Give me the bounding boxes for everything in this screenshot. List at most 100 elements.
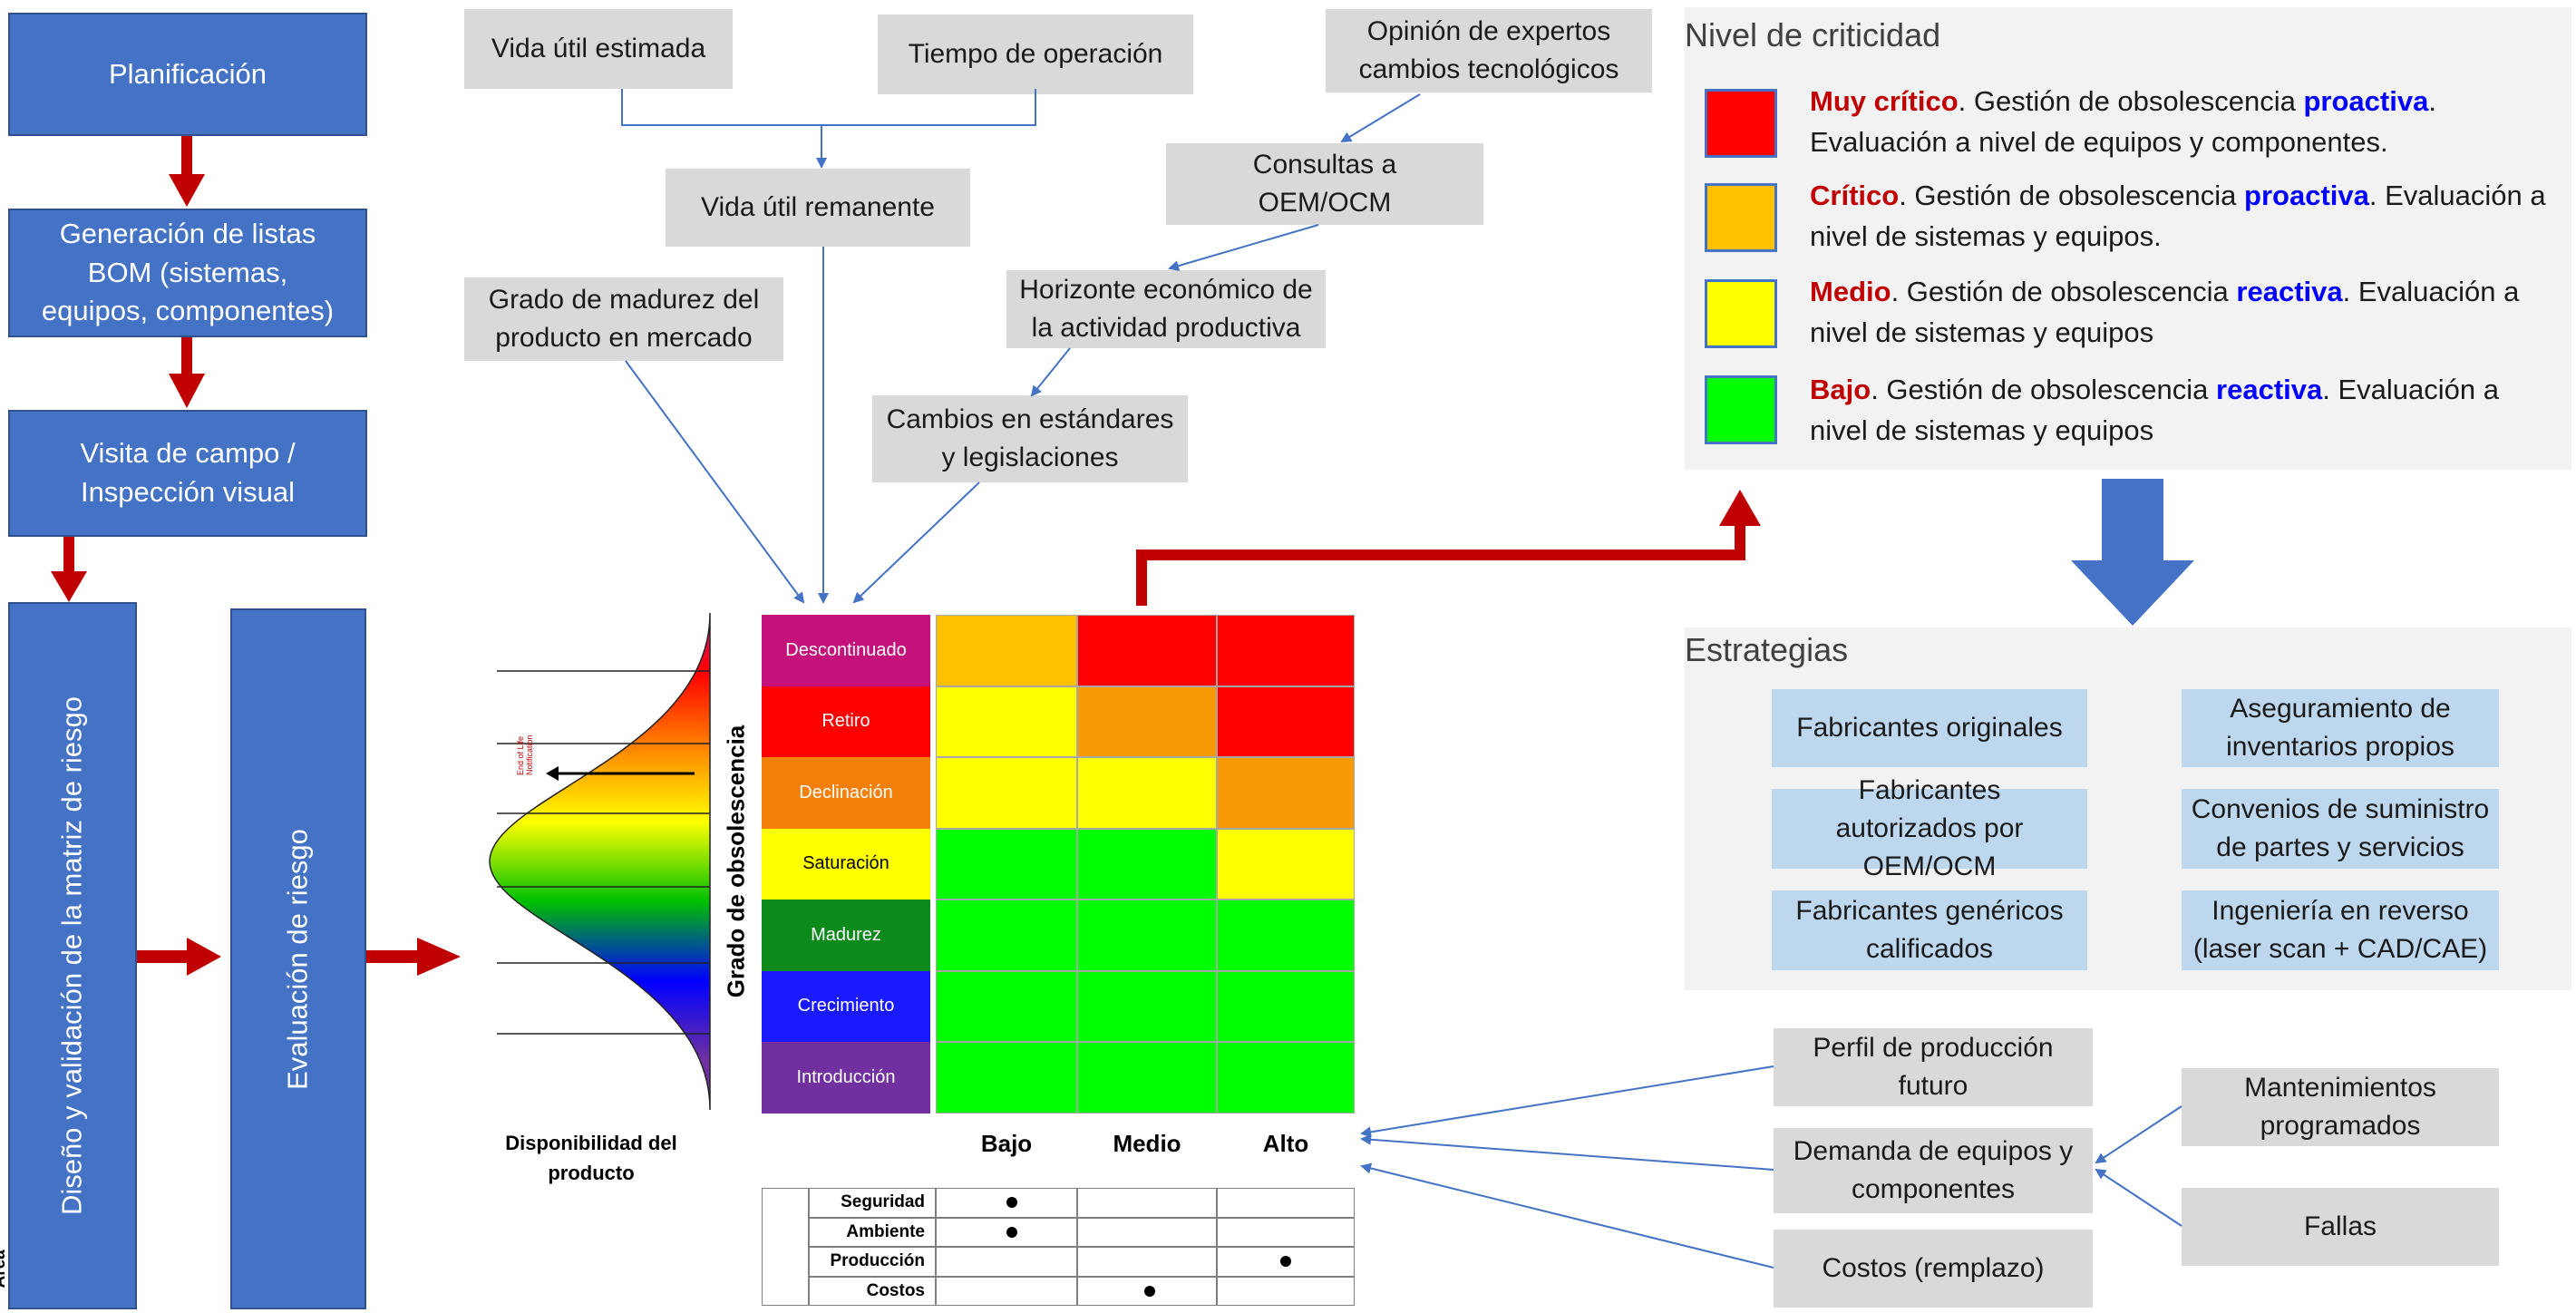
connector-opinion bbox=[1340, 93, 1421, 143]
strategy-label-1: Aseguramiento de inventarios propios bbox=[2226, 694, 2454, 762]
crit-t1-3: . Gestión de obsolescencia bbox=[1871, 374, 2217, 405]
availability-bell bbox=[489, 612, 711, 1111]
strategy-label-5: Ingeniería en reverso (laser scan + CAD/… bbox=[2192, 896, 2488, 964]
area-row-label: Ambiente bbox=[846, 1221, 925, 1241]
crit-text-1: Crítico. Gestión de obsolescencia proact… bbox=[1810, 176, 2562, 258]
connector-fallas bbox=[2095, 1168, 2182, 1227]
strategy-label-4: Fabricantes genéricos calificados bbox=[1795, 896, 2064, 964]
matrix-row-label: Crecimiento bbox=[762, 970, 930, 1042]
crit-t2-3: . Evaluación a nivel de sistemas y equip… bbox=[1810, 374, 2499, 446]
demanda-equipos-label: Demanda de equipos y componentes bbox=[1793, 1136, 2074, 1204]
strategy-label-0: Fabricantes originales bbox=[1796, 713, 2063, 743]
evaluacion-box: Evaluación de riesgo bbox=[230, 608, 366, 1309]
vida-util-estimada-box: Vida útil estimada bbox=[464, 9, 733, 89]
crit-t1-1: . Gestión de obsolescencia bbox=[1899, 180, 2245, 211]
area-row-label: Costos bbox=[866, 1280, 925, 1300]
area-cell bbox=[1217, 1247, 1355, 1277]
matrix-cell bbox=[1077, 828, 1217, 900]
availability-label: Disponibilidad del producto bbox=[505, 1132, 677, 1184]
crit-mode-1: proactiva bbox=[2244, 180, 2369, 211]
opinion-expertos-box: Opinión de expertos cambios tecnológicos bbox=[1326, 9, 1652, 92]
area-label-cell bbox=[809, 1188, 936, 1218]
mantenimientos-label: Mantenimientos programados bbox=[2244, 1073, 2436, 1141]
matrix-row-label: Madurez bbox=[762, 900, 930, 971]
vida-util-estimada-label: Vida útil estimada bbox=[491, 34, 706, 63]
area-label-cell bbox=[809, 1217, 936, 1247]
connector-perfil bbox=[1360, 1065, 1774, 1138]
blue-down-arrow bbox=[2071, 479, 2194, 626]
strategy-label-3: Convenios de suministro de partes y serv… bbox=[2191, 794, 2490, 862]
crit-mode-3: reactiva bbox=[2216, 374, 2323, 405]
matrix-row-label: Retiro bbox=[762, 686, 930, 757]
matrix-cell bbox=[1077, 615, 1217, 686]
area-cell bbox=[1077, 1188, 1217, 1218]
crit-name-1: Crítico bbox=[1810, 180, 1900, 211]
red-arrow-3 bbox=[63, 537, 74, 573]
grado-madurez-label: Grado de madurez del producto en mercado bbox=[488, 285, 760, 353]
planificacion-label: Planificación bbox=[108, 57, 267, 90]
crit-name-3: Bajo bbox=[1810, 374, 1871, 405]
matrix-column-label: Alto bbox=[1262, 1129, 1309, 1157]
matrix-row-label: Saturación bbox=[762, 828, 930, 900]
strategy-4: Fabricantes genéricos calificados bbox=[1772, 890, 2087, 970]
matrix-cell bbox=[1217, 1042, 1355, 1114]
estrategias-title: Estrategias bbox=[1685, 631, 1849, 668]
area-cell bbox=[936, 1188, 1077, 1218]
costos-remplazo-label: Costos (remplazo) bbox=[1822, 1253, 2045, 1283]
area-cell bbox=[1077, 1276, 1217, 1306]
crit-swatch-0 bbox=[1705, 89, 1777, 158]
red-arrow-4 bbox=[137, 950, 191, 963]
connector-costos bbox=[1360, 1162, 1774, 1269]
matrix-cell bbox=[1077, 900, 1217, 971]
area-cell bbox=[936, 1247, 1077, 1277]
matrix-cell bbox=[1217, 828, 1355, 900]
matrix-cell bbox=[1077, 1042, 1217, 1114]
connector-vida bbox=[621, 89, 1036, 126]
matrix-row-label: Declinación bbox=[762, 757, 930, 829]
matrix-cell bbox=[1217, 757, 1355, 829]
consultas-oem-label: Consultas a OEM/OCM bbox=[1252, 150, 1397, 218]
matrix-cell bbox=[1217, 615, 1355, 686]
area-cell bbox=[1077, 1247, 1217, 1277]
matrix-column-label: Bajo bbox=[980, 1129, 1033, 1157]
horizonte-box: Horizonte económico de la actividad prod… bbox=[1006, 270, 1326, 348]
matrix-cell bbox=[1217, 686, 1355, 757]
fallas-box: Fallas bbox=[2182, 1188, 2499, 1266]
crit-text-0: Muy crítico. Gestión de obsolescencia pr… bbox=[1810, 82, 2562, 163]
matrix-cell bbox=[936, 970, 1077, 1042]
matrix-row-label: Introducción bbox=[762, 1042, 930, 1114]
strategy-2: Fabricantes autorizados por OEM/OCM bbox=[1772, 775, 2087, 881]
red-arrow-1 bbox=[181, 136, 192, 178]
crit-t2-2: . Evaluación a nivel de sistemas y equip… bbox=[1810, 276, 2520, 348]
vida-util-remanente-box: Vida útil remanente bbox=[666, 169, 970, 247]
perfil-produccion-label: Perfil de producción futuro bbox=[1813, 1033, 2054, 1101]
strategy-0: Fabricantes originales bbox=[1772, 689, 2087, 767]
area-cell bbox=[936, 1217, 1077, 1247]
visita-label: Visita de campo / Inspección visual bbox=[80, 437, 296, 508]
connector-estandares bbox=[852, 481, 980, 604]
planificacion-box: Planificación bbox=[8, 13, 367, 136]
costos-remplazo-box: Costos (remplazo) bbox=[1774, 1230, 2093, 1308]
crit-text-3: Bajo. Gestión de obsolescencia reactiva.… bbox=[1810, 370, 2562, 452]
red-elbow-arrow bbox=[1136, 524, 1745, 606]
connector-mantenimientos bbox=[2095, 1105, 2182, 1164]
strategy-1: Aseguramiento de inventarios propios bbox=[2182, 689, 2499, 767]
area-row-label: Producción bbox=[830, 1251, 925, 1270]
crit-mode-0: proactiva bbox=[2303, 85, 2429, 117]
area-label-cell bbox=[809, 1247, 936, 1277]
fallas-label: Fallas bbox=[2303, 1211, 2377, 1241]
grado-madurez-box: Grado de madurez del producto en mercado bbox=[464, 277, 783, 361]
connector-consultas bbox=[1168, 224, 1319, 271]
connector-madurez bbox=[625, 360, 805, 604]
bom-label: Generación de listas BOM (sistemas, equi… bbox=[41, 217, 335, 327]
matrix-cell bbox=[1217, 900, 1355, 971]
matrix-row-label: Descontinuado bbox=[762, 615, 930, 686]
tiempo-operacion-box: Tiempo de operación bbox=[878, 15, 1193, 94]
tiempo-operacion-label: Tiempo de operación bbox=[908, 39, 1163, 69]
area-cell bbox=[936, 1276, 1077, 1306]
mantenimientos-box: Mantenimientos programados bbox=[2182, 1068, 2499, 1146]
matrix-cell bbox=[936, 686, 1077, 757]
